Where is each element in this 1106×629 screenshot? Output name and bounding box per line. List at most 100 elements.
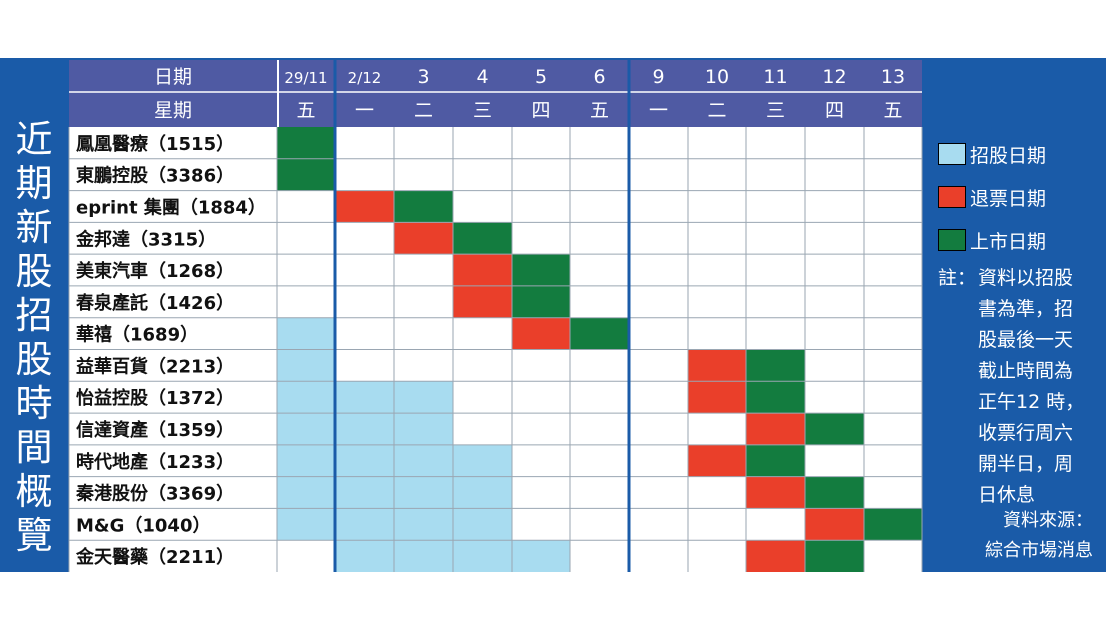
column-weekday-9: 四 — [825, 100, 844, 122]
cell-sub-r6-c0 — [277, 317, 335, 350]
header-column-divider-0 — [277, 60, 279, 127]
column-date-0: 29/11 — [284, 69, 327, 87]
row-label-12: M&G（1040） — [76, 515, 210, 536]
weekday-header-label: 星期 — [154, 100, 192, 122]
cell-listing-r10-c8 — [746, 444, 805, 477]
cell-listing-r1-c0 — [277, 158, 335, 191]
column-weekday-6: 一 — [649, 100, 668, 122]
cell-refund-r4-c3 — [453, 254, 512, 286]
legend-swatch-listing — [938, 229, 966, 251]
column-date-10: 13 — [881, 66, 905, 88]
cell-listing-r5-c4 — [512, 285, 570, 318]
cell-refund-r10-c7 — [688, 444, 746, 477]
cell-sub-r7-c0 — [277, 349, 335, 382]
cell-refund-r8-c7 — [688, 381, 746, 414]
footnote-prefix: 註： — [938, 267, 977, 289]
cell-listing-r6-c5 — [570, 317, 629, 350]
cell-refund-r6-c4 — [512, 317, 570, 350]
cell-refund-r2-c1 — [335, 190, 394, 223]
cell-listing-r3-c3 — [453, 222, 512, 255]
cell-listing-r9-c9 — [805, 413, 864, 445]
cell-refund-r13-c8 — [746, 540, 805, 572]
cell-sub-r8-c1 — [335, 381, 394, 414]
cell-sub-r13-c3 — [453, 540, 512, 572]
row-label-9: 信達資產（1359） — [76, 419, 234, 441]
cell-sub-r8-c0 — [277, 381, 335, 414]
column-weekday-10: 五 — [883, 100, 902, 122]
cell-refund-r9-c8 — [746, 413, 805, 445]
legend-label-subscription: 招股日期 — [970, 144, 1047, 167]
row-label-10: 時代地產（1233） — [76, 451, 234, 473]
row-label-11: 秦港股份（3369） — [75, 483, 234, 505]
cell-listing-r8-c8 — [746, 381, 805, 414]
row-label-1: 東鵬控股（3386） — [76, 165, 234, 187]
row-label-4: 美東汽車（1268） — [76, 260, 234, 282]
column-weekday-1: 一 — [355, 100, 374, 122]
cell-sub-r11-c1 — [335, 476, 394, 509]
column-date-4: 5 — [535, 66, 547, 88]
column-date-5: 6 — [593, 66, 605, 88]
column-weekday-0: 五 — [296, 100, 315, 122]
cell-sub-r10-c3 — [453, 444, 512, 477]
legend-label-refund: 退票日期 — [970, 187, 1047, 210]
cell-sub-r13-c1 — [335, 540, 394, 572]
cell-listing-r11-c9 — [805, 476, 864, 509]
row-label-2: eprint 集團（1884） — [76, 196, 266, 218]
row-label-5: 春泉產託（1426） — [76, 292, 234, 314]
legend-swatch-subscription — [938, 143, 966, 165]
footnote: 註： 資料以招股書為準，招股最後一天截止時間為正午12 時，收票行周六開半日，周日… — [938, 263, 1098, 511]
cell-sub-r13-c4 — [512, 540, 570, 572]
footnote-body: 資料以招股書為準，招股最後一天截止時間為正午12 時，收票行周六開半日，周日休息 — [978, 267, 1085, 506]
cell-sub-r11-c3 — [453, 476, 512, 509]
column-weekday-2: 二 — [414, 100, 433, 122]
row-label-3: 金邦達（3315） — [75, 228, 216, 250]
row-label-13: 金天醫藥（2211） — [75, 546, 234, 568]
column-weekday-8: 三 — [766, 100, 785, 122]
row-label-0: 鳳凰醫療（1515） — [76, 133, 234, 155]
cell-refund-r3-c2 — [394, 222, 453, 255]
cell-listing-r12-c10 — [864, 508, 922, 541]
cell-sub-r11-c2 — [394, 476, 453, 509]
cell-sub-r12-c3 — [453, 508, 512, 541]
column-date-6: 9 — [652, 66, 664, 88]
cell-sub-r13-c2 — [394, 540, 453, 572]
cell-sub-r9-c1 — [335, 413, 394, 445]
column-date-9: 12 — [822, 66, 846, 88]
cell-listing-r7-c8 — [746, 349, 805, 382]
cell-sub-r10-c0 — [277, 444, 335, 477]
column-date-2: 3 — [417, 66, 429, 88]
chart-title: 近期新股招股時間概覽 — [15, 118, 53, 557]
column-weekday-7: 二 — [707, 100, 726, 122]
cell-listing-r13-c9 — [805, 540, 864, 572]
column-weekday-5: 五 — [590, 100, 609, 122]
column-date-1: 2/12 — [348, 69, 382, 87]
legend-swatch-refund — [938, 186, 966, 208]
row-label-7: 益華百貨（2213） — [76, 355, 234, 377]
cell-sub-r9-c2 — [394, 413, 453, 445]
cell-sub-r11-c0 — [277, 476, 335, 509]
cell-sub-r8-c2 — [394, 381, 453, 414]
cell-refund-r7-c7 — [688, 349, 746, 382]
legend-item-refund: 退票日期 — [938, 183, 1098, 211]
column-date-8: 11 — [763, 66, 787, 88]
legend-label-listing: 上市日期 — [970, 230, 1047, 253]
row-label-8: 怡益控股（1372） — [76, 387, 234, 409]
legend-item-listing: 上市日期 — [938, 226, 1098, 254]
column-date-3: 4 — [476, 66, 488, 88]
cell-refund-r12-c9 — [805, 508, 864, 541]
cell-listing-r2-c2 — [394, 190, 453, 223]
column-date-7: 10 — [705, 66, 729, 88]
cell-sub-r12-c2 — [394, 508, 453, 541]
column-weekday-4: 四 — [531, 100, 550, 122]
cell-listing-r0-c0 — [277, 127, 335, 159]
cell-listing-r4-c4 — [512, 254, 570, 286]
source-label: 資料來源： — [1003, 510, 1093, 531]
column-weekday-3: 三 — [473, 100, 492, 122]
cell-sub-r10-c2 — [394, 444, 453, 477]
cell-sub-r9-c0 — [277, 413, 335, 445]
source-name: 綜合市場消息 — [985, 540, 1093, 561]
row-label-6: 華禧（1689） — [76, 324, 198, 346]
header-band — [69, 60, 922, 127]
source-credit: 資料來源： 綜合市場消息 — [938, 506, 1093, 566]
